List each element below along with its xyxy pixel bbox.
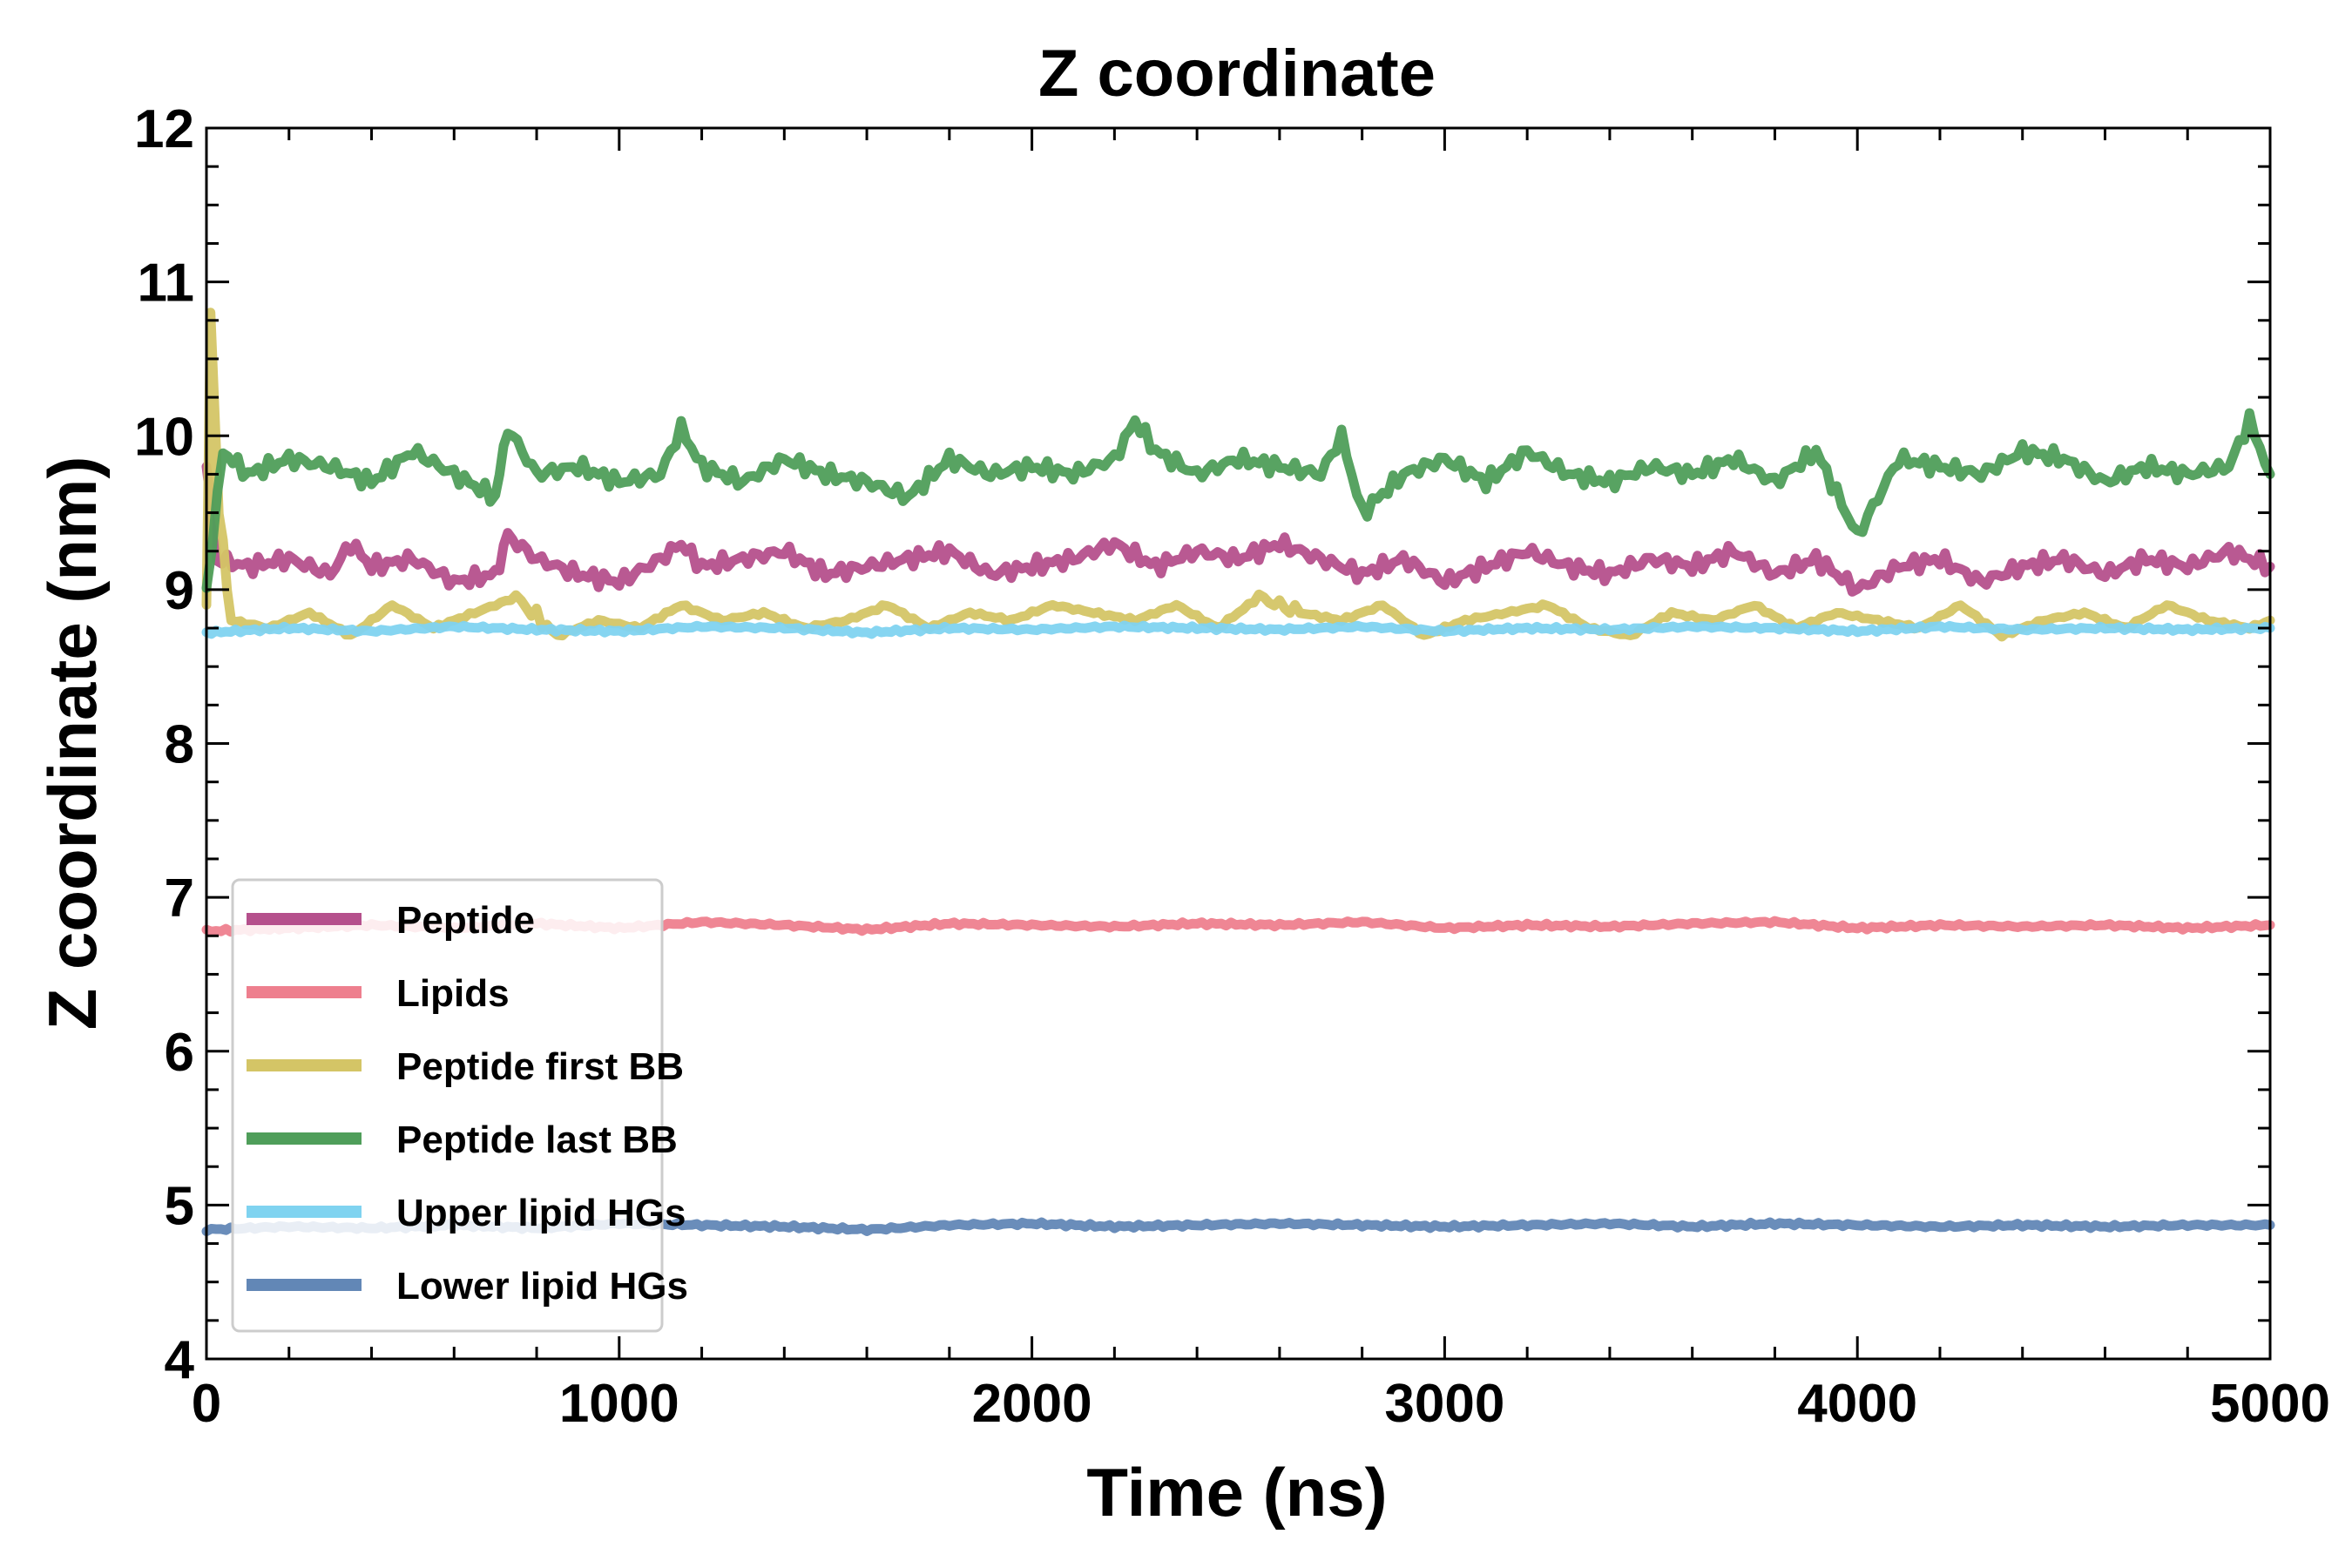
y-tick-label: 8 [165,715,194,775]
y-tick-label: 4 [165,1330,195,1390]
legend-label-upper-lipid-hgs: Upper lipid HGs [396,1192,686,1234]
x-tick-label: 3000 [1384,1374,1504,1434]
y-tick-labels: 4 5 6 7 8 9 10 11 12 [134,99,194,1390]
y-tick-label: 10 [134,407,194,467]
legend-label-lower-lipid-hgs: Lower lipid HGs [396,1265,688,1308]
series-line-upper-lipid-hgs [201,620,2275,639]
x-tick-labels: 0 1000 2000 3000 4000 5000 [192,1374,2330,1434]
y-tick-label: 5 [165,1176,194,1236]
chart-title: Z coordinate [1038,37,1436,111]
y-tick-label: 12 [134,99,194,159]
x-axis-label: Time (ns) [1086,1454,1387,1531]
legend-label-peptide: Peptide [396,899,535,942]
legend-label-lipids: Lipids [396,972,510,1015]
x-tick-label: 1000 [559,1374,679,1434]
y-tick-label: 9 [165,561,194,621]
y-tick-label: 6 [165,1023,194,1083]
y-tick-label: 11 [137,253,194,314]
y-axis-label: Z coordinate (nm) [34,456,111,1031]
x-tick-label: 4000 [1797,1374,1917,1434]
legend-label-peptide-first-bb: Peptide first BB [396,1045,684,1088]
x-tick-label: 5000 [2210,1374,2330,1434]
legend-box [231,878,664,1333]
axis-ticks [205,126,2272,1361]
x-tick-label: 2000 [972,1374,1092,1434]
legend-label-peptide-last-bb: Peptide last BB [396,1119,678,1161]
x-tick-label: 0 [192,1374,221,1434]
series-line-peptide-last-bb [201,408,2275,593]
legend-entries: Peptide Lipids Peptide first BB Peptide las… [247,899,688,1308]
legend: Peptide Lipids Peptide first BB Peptide las… [231,878,688,1333]
series-line-peptide [201,462,2275,597]
y-tick-label: 7 [165,868,194,929]
